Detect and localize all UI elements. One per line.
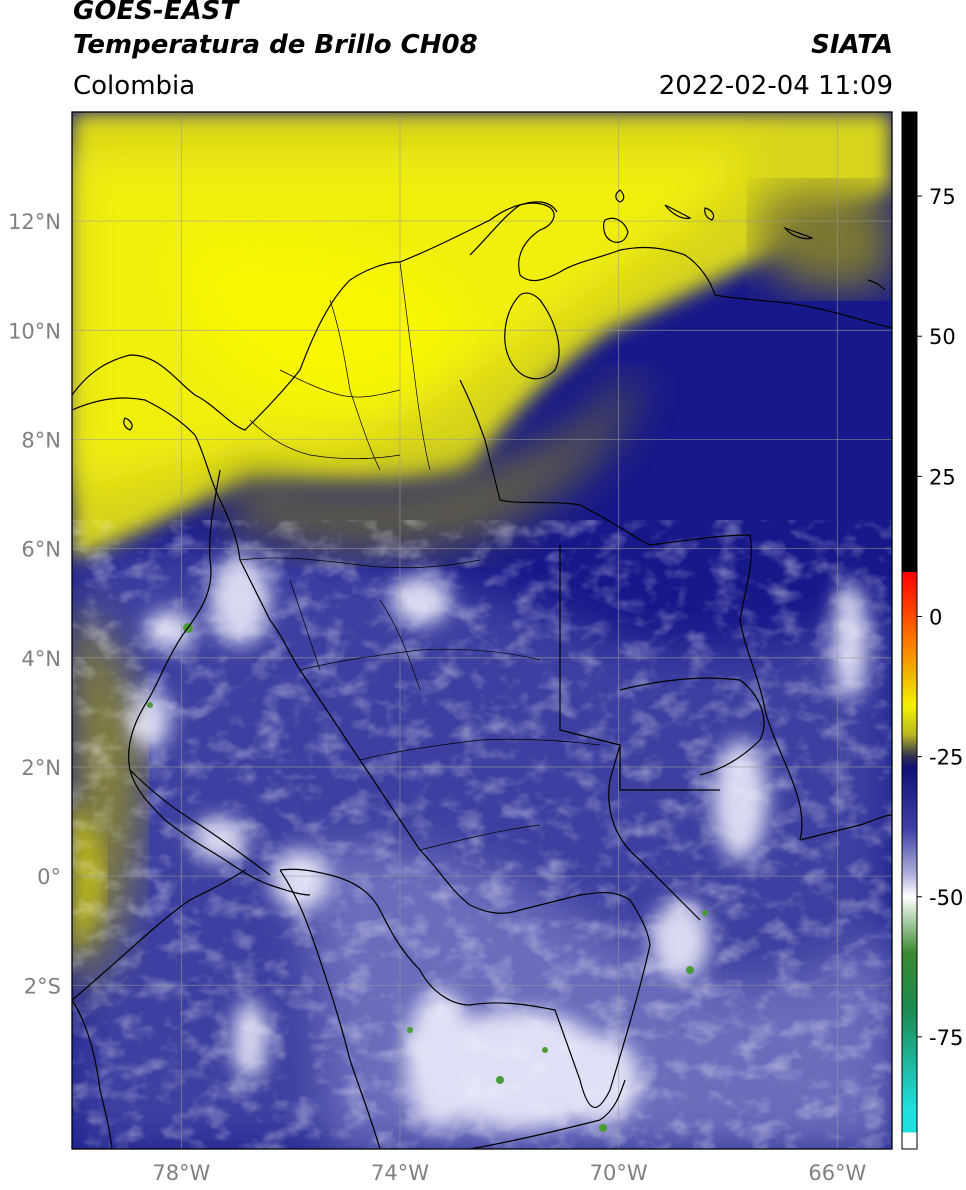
region-label: Colombia [73,71,196,101]
colorbar-tick-label: -25 [929,746,963,770]
satellite-title: GOES-EAST [73,0,239,26]
gridlines [72,112,892,1149]
longitude-tick-label: 74°W [371,1161,429,1185]
product-title: Temperatura de Brillo CH08 [73,30,478,60]
satellite-image [72,112,892,1149]
latitude-tick-label: 0° [37,865,61,889]
colorbar-frame [901,111,918,1150]
colorbar-ramp [902,112,917,1149]
colorbar-tick-label: 50 [929,325,956,349]
colorbar-tick-label: 0 [929,605,942,629]
longitude-labels: 78°W 74°W 70°W 66°W [152,1161,866,1185]
brand-label: SIATA [811,30,893,60]
latitude-labels: 12°N 10°N 8°N 6°N 4°N 2°N 0° 2°S [8,210,61,998]
borders [72,189,892,1149]
latitude-tick-label: 2°S [24,974,61,998]
latitude-tick-label: 2°N [21,756,61,780]
latitude-tick-label: 4°N [21,647,61,671]
latitude-tick-label: 6°N [21,538,61,562]
map-frame [71,111,893,1150]
longitude-tick-label: 66°W [808,1161,866,1185]
colorbar-tick-label: -75 [929,1026,963,1050]
colorbar-tick-label: 75 [929,185,956,209]
colorbar: 75 50 25 0 -25 -50 -75 [901,111,963,1150]
timestamp-label: 2022-02-04 11:09 [658,71,893,101]
latitude-tick-label: 10°N [8,319,61,343]
colorbar-tick-label: 25 [929,465,956,489]
colorbar-tick-label: -50 [929,886,963,910]
department-lines [239,261,601,851]
latitude-tick-label: 8°N [21,428,61,452]
longitude-tick-label: 78°W [152,1161,210,1185]
latitude-tick-label: 12°N [8,210,61,234]
longitude-tick-label: 70°W [590,1161,648,1185]
